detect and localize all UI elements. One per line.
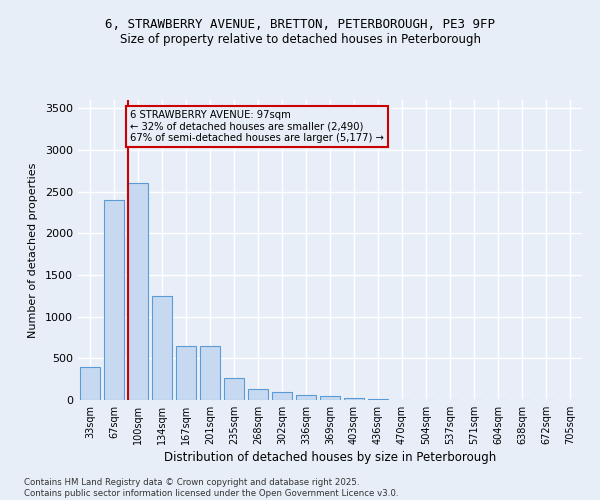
Bar [152, 296, 172, 400]
Bar [368, 399, 388, 400]
Bar [128, 184, 148, 400]
Bar [200, 346, 220, 400]
Bar [272, 392, 292, 400]
Bar [344, 398, 364, 400]
Bar [296, 394, 316, 400]
Bar [248, 389, 268, 400]
Text: Contains HM Land Registry data © Crown copyright and database right 2025.
Contai: Contains HM Land Registry data © Crown c… [24, 478, 398, 498]
Text: Size of property relative to detached houses in Peterborough: Size of property relative to detached ho… [119, 32, 481, 46]
Text: 6, STRAWBERRY AVENUE, BRETTON, PETERBOROUGH, PE3 9FP: 6, STRAWBERRY AVENUE, BRETTON, PETERBORO… [105, 18, 495, 30]
Bar [176, 346, 196, 400]
X-axis label: Distribution of detached houses by size in Peterborough: Distribution of detached houses by size … [164, 451, 496, 464]
Bar [224, 378, 244, 400]
Bar [104, 200, 124, 400]
Y-axis label: Number of detached properties: Number of detached properties [28, 162, 38, 338]
Bar [320, 396, 340, 400]
Bar [80, 366, 100, 400]
Text: 6 STRAWBERRY AVENUE: 97sqm
← 32% of detached houses are smaller (2,490)
67% of s: 6 STRAWBERRY AVENUE: 97sqm ← 32% of deta… [130, 110, 384, 143]
